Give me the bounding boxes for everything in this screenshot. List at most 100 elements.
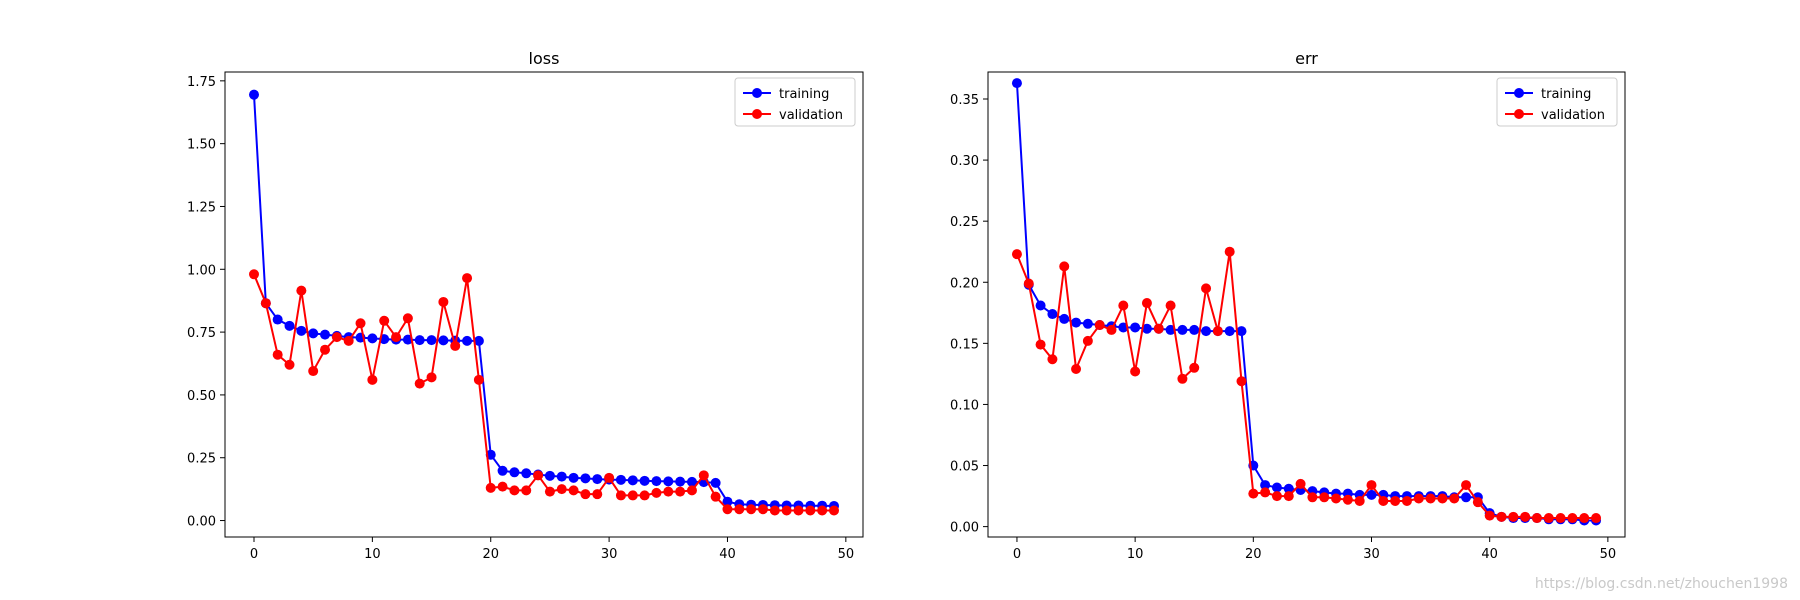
data-point: [1579, 513, 1590, 524]
data-point: [1354, 495, 1365, 506]
data-point: [1177, 373, 1188, 384]
y-tick-label: 0.30: [950, 154, 979, 169]
data-point: [1472, 497, 1483, 508]
data-point: [438, 296, 449, 307]
err-chart: err 0 10 20 30 40 50 0.00 0.05 0.10 0.15 0.20 0.25 0.…: [950, 49, 1626, 562]
data-point: [521, 468, 532, 479]
series-training: [249, 89, 839, 511]
data-point: [1260, 487, 1271, 498]
data-point: [1047, 309, 1058, 320]
data-point: [438, 335, 449, 346]
data-point: [296, 325, 307, 336]
data-point: [284, 320, 295, 331]
data-point: [308, 366, 319, 377]
x-tick-label: 10: [1127, 547, 1144, 562]
data-point: [615, 490, 626, 501]
data-point: [1212, 326, 1223, 337]
data-point: [320, 329, 331, 340]
legend-label-validation: validation: [779, 108, 843, 123]
data-point: [1141, 298, 1152, 309]
data-point: [556, 484, 567, 495]
data-point: [1106, 324, 1117, 335]
data-point: [521, 485, 532, 496]
x-tick-label: 40: [1481, 547, 1498, 562]
data-point: [556, 471, 567, 482]
data-point: [473, 374, 484, 385]
data-point: [249, 269, 259, 280]
data-point: [734, 504, 745, 515]
data-point: [1118, 300, 1129, 311]
series-line-training: [1015, 83, 1597, 522]
data-point: [1342, 494, 1353, 505]
y-tick-label: 1.75: [187, 75, 216, 90]
data-point: [651, 487, 662, 498]
data-point: [308, 328, 319, 339]
legend-marker: [1514, 88, 1524, 98]
data-point: [1059, 313, 1070, 324]
x-tick-label: 0: [250, 547, 258, 562]
data-point: [1555, 513, 1566, 524]
data-point: [1130, 366, 1141, 377]
data-point: [1331, 493, 1342, 504]
data-point: [343, 335, 354, 346]
data-point: [379, 315, 390, 326]
data-point: [746, 504, 757, 515]
legend-label-validation: validation: [1541, 108, 1605, 123]
series-line-training: [253, 94, 835, 507]
data-point: [639, 490, 650, 501]
data-point: [367, 374, 378, 385]
data-point: [1201, 326, 1212, 337]
data-point: [533, 470, 544, 481]
data-point: [592, 489, 603, 500]
data-point: [1153, 323, 1164, 334]
data-point: [296, 285, 307, 296]
data-point: [1023, 278, 1034, 289]
data-point: [272, 314, 283, 325]
data-point: [1260, 480, 1271, 491]
y-tick-label: 0.25: [950, 215, 979, 230]
x-tick-label: 20: [1245, 547, 1262, 562]
data-point: [793, 505, 804, 516]
legend-label-training: training: [1541, 87, 1591, 102]
data-point: [1035, 339, 1046, 350]
data-point: [544, 470, 555, 481]
data-point: [473, 335, 484, 346]
data-point: [1224, 246, 1235, 257]
data-point: [320, 344, 331, 355]
series-validation: [249, 269, 839, 516]
data-point: [485, 482, 496, 493]
data-point: [686, 476, 697, 487]
data-point: [331, 332, 342, 343]
data-point: [663, 476, 674, 487]
y-tick-label: 0.15: [950, 337, 979, 352]
data-point: [497, 465, 508, 476]
data-point: [1177, 324, 1188, 335]
data-point: [1437, 493, 1448, 504]
y-tick-label: 0.10: [950, 398, 979, 413]
data-point: [509, 467, 520, 478]
data-point: [1461, 480, 1472, 491]
y-tick-label: 1.50: [187, 138, 216, 153]
data-point: [1378, 495, 1389, 506]
data-point: [1189, 324, 1200, 335]
data-point: [1059, 261, 1070, 272]
data-point: [544, 486, 555, 497]
chart-title: err: [1295, 49, 1318, 68]
data-point: [698, 470, 709, 481]
data-point: [249, 89, 259, 100]
data-point: [1295, 478, 1306, 489]
data-point: [615, 474, 626, 485]
data-point: [1011, 249, 1022, 260]
data-point: [1531, 513, 1542, 524]
data-point: [829, 505, 839, 516]
data-point: [1271, 491, 1282, 502]
data-point: [710, 491, 721, 502]
data-point: [1165, 300, 1176, 311]
legend: training validation: [734, 77, 856, 127]
data-point: [817, 505, 828, 516]
y-tick-label: 0.05: [950, 460, 979, 475]
data-point: [450, 340, 461, 351]
data-point: [462, 335, 473, 346]
data-point: [1425, 493, 1436, 504]
